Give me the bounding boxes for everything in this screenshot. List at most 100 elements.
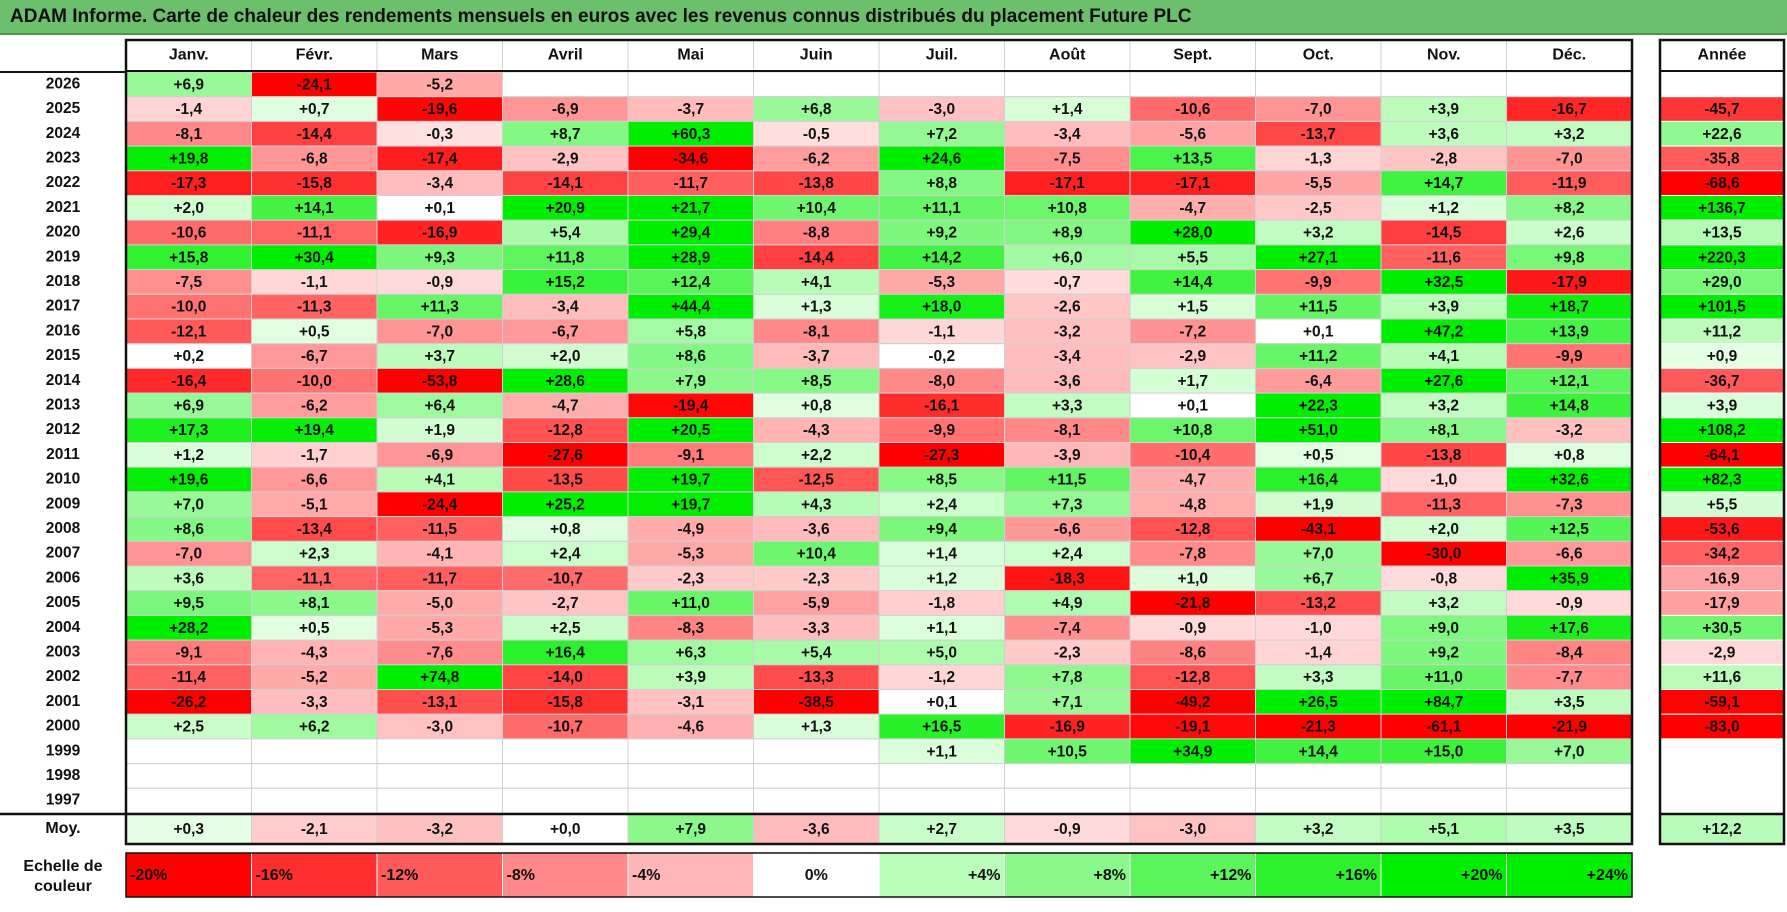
cell-value: -1,4 [175,101,202,118]
cell-value: +14,7 [1424,175,1463,192]
cell-value: +9,2 [926,225,957,242]
cell-value: +3,9 [675,669,706,686]
annual-cell [1659,639,1785,666]
heatmap-cell [627,639,754,666]
cell-value: -11,1 [297,225,332,242]
heatmap-cell [1129,343,1256,369]
heatmap-cell [627,763,754,789]
cell-value: -5,6 [1179,126,1206,143]
heatmap-cell [502,787,629,814]
heatmap-cell [753,293,880,320]
heatmap-cell [1506,293,1633,320]
average-cell [1004,813,1131,845]
cell-value: +7,0 [1303,546,1334,563]
cell-value: +7,0 [1554,743,1585,760]
cell-value: +0,5 [299,620,330,637]
annual-value: +0,9 [1707,348,1738,365]
heatmap-cell [627,540,754,567]
heatmap-cell [1506,787,1633,814]
cell-value: -6,6 [1054,521,1081,538]
cell-value: -3,6 [1054,373,1081,390]
heatmap-cell [627,145,754,172]
heatmap-cell [753,738,880,765]
cell-value: +6,7 [1303,570,1334,587]
heatmap-cell [251,219,378,246]
annual-value: +3,9 [1707,398,1738,415]
heatmap-cell [878,516,1005,542]
cell-value: +3,6 [1428,126,1459,143]
scale-label-line1: Echelle de [23,858,102,875]
cell-value: +2,5 [550,620,581,637]
heatmap-cell [1004,170,1131,197]
annual-cell [1659,787,1785,814]
heatmap-cell [1129,417,1256,443]
cell-value: -8,1 [803,323,830,340]
heatmap-cell [1506,71,1633,98]
average-value: +3,5 [1554,821,1585,838]
cell-value: -2,3 [803,570,830,587]
cell-value: +29,4 [671,225,711,242]
cell-value: +2,4 [1052,546,1083,563]
cell-value: -4,1 [426,546,453,563]
row-year-label: 2003 [46,644,81,661]
heatmap-cell [125,96,252,122]
cell-value: +7,9 [675,373,706,390]
annual-value: -34,2 [1704,546,1739,563]
heatmap-cell [753,787,880,814]
scale-swatch-label: -4% [632,867,660,884]
scale-swatch [1129,852,1256,898]
cell-value: -16,4 [171,373,207,390]
month-header-cell [878,39,1005,72]
cell-value: +6,3 [675,645,706,662]
heatmap-cell [1004,565,1131,592]
average-value: -3,2 [426,821,453,838]
heatmap-cell [1380,713,1507,740]
cell-value: +0,1 [926,694,957,711]
cell-value: -9,1 [677,447,704,464]
page-title: ADAM Informe. Carte de chaleur des rende… [10,6,1192,27]
heatmap-cell [1129,466,1256,493]
cell-value: -17,3 [171,175,207,192]
heatmap-cell [502,565,629,592]
heatmap-cell [878,763,1005,789]
cell-value: +0,5 [1303,447,1334,464]
row-year-label: 2012 [46,421,80,438]
heatmap-cell [125,689,252,715]
heatmap-cell [1380,590,1507,616]
heatmap-cell [125,318,252,345]
row-year-label: 2002 [46,668,80,685]
heatmap-cell [251,565,378,592]
cell-value: +11,0 [672,595,710,612]
row-year-label: 2021 [46,199,81,216]
cell-value: -11,5 [423,521,458,538]
heatmap-cell [251,713,378,740]
heatmap-cell [627,392,754,419]
row-year-label: 2005 [46,594,81,611]
cell-value: -3,1 [677,694,704,711]
cell-value: +1,1 [926,743,957,760]
annual-value: +22,6 [1702,126,1742,143]
heatmap-cell [627,466,754,493]
heatmap-cell [753,689,880,715]
cell-value: +1,2 [1428,200,1459,217]
cell-value: -7,7 [1556,669,1583,686]
cell-value: +19,6 [169,472,209,489]
cell-value: +3,2 [1303,225,1334,242]
heatmap-cell [251,367,378,394]
heatmap-cell [502,71,629,98]
annual-value: +220,3 [1698,249,1746,266]
cell-value: -5,1 [301,496,328,513]
row-year-label: 2010 [46,471,80,488]
heatmap-cell [1129,639,1256,666]
cell-value: -0,8 [1430,570,1457,587]
cell-value: -6,6 [301,472,328,489]
cell-value: +3,2 [1428,398,1459,415]
heatmap-cell [1004,614,1131,641]
heatmap-cell [1506,639,1633,666]
month-grid-border [124,38,1634,846]
cell-value: +11,5 [1048,472,1087,489]
heatmap-cell [753,244,880,271]
heatmap-cell [1255,170,1382,197]
heatmap-cell [251,269,378,295]
heatmap-cell [1380,170,1507,197]
